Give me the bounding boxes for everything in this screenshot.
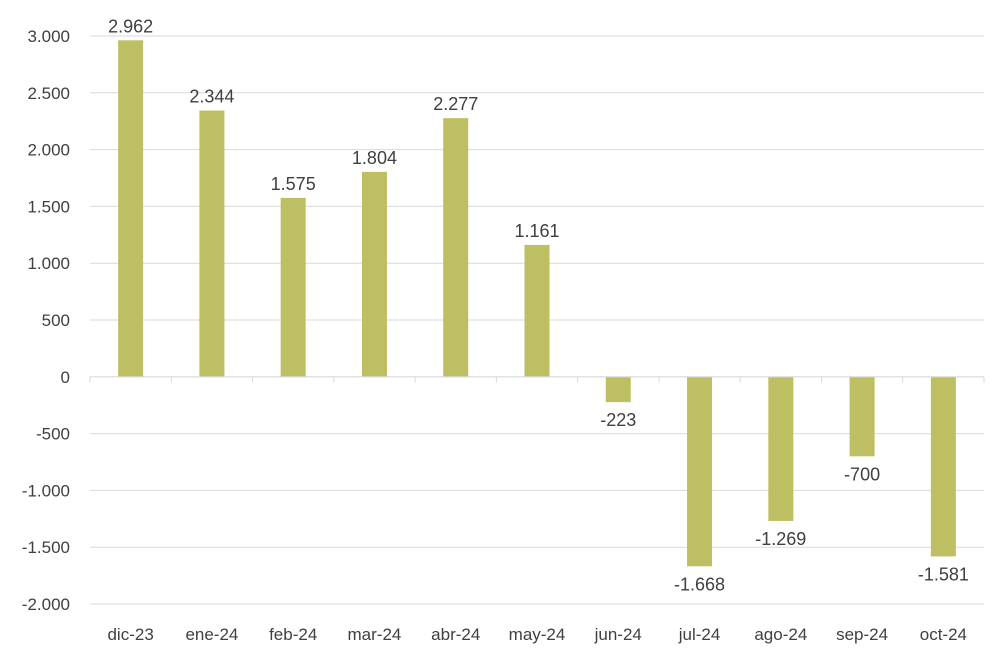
- x-tick-label: oct-24: [920, 625, 967, 644]
- data-label: 1.804: [352, 148, 397, 168]
- data-labels: 2.962 2.344 1.575 1.804 2.277 1.161 -223 -1.668…: [108, 16, 969, 594]
- x-tick-label: ene-24: [185, 625, 238, 644]
- bar: [361, 171, 387, 377]
- x-axis: [89, 376, 985, 383]
- x-axis-tick-labels: dic-23 ene-24 feb-24 mar-24 abr-24 may-24 jun-…: [107, 625, 967, 644]
- bar: [605, 376, 631, 403]
- bars: [118, 40, 956, 567]
- data-label: -1.269: [755, 529, 806, 549]
- bar: [768, 376, 794, 521]
- y-tick-label: -500: [36, 425, 70, 444]
- bar: [280, 197, 306, 377]
- y-tick-label: 500: [42, 311, 70, 330]
- x-tick-label: jun-24: [594, 625, 642, 644]
- x-tick-label: feb-24: [269, 625, 317, 644]
- data-label: 1.575: [271, 174, 316, 194]
- y-tick-label: -1.500: [22, 538, 70, 557]
- x-tick-label: jul-24: [678, 625, 721, 644]
- data-label: -1.668: [674, 574, 725, 594]
- y-tick-label: 2.500: [27, 84, 70, 103]
- data-label: 2.344: [189, 87, 234, 107]
- bar: [849, 376, 875, 457]
- data-label: -223: [600, 410, 636, 430]
- bar: [199, 110, 225, 377]
- y-tick-label: -1.000: [22, 481, 70, 500]
- y-axis-tick-labels: 3.000 2.500 2.000 1.500 1.000 500 0 -500 -1.000 -…: [22, 27, 70, 614]
- y-tick-label: 1.500: [27, 197, 70, 216]
- x-tick-label: abr-24: [431, 625, 480, 644]
- data-label: -700: [844, 464, 880, 484]
- y-tick-label: 1.000: [27, 254, 70, 273]
- y-tick-label: 3.000: [27, 27, 70, 46]
- bar: [524, 244, 550, 377]
- bar: [687, 376, 713, 567]
- data-label: -1.581: [918, 564, 969, 584]
- data-label: 2.277: [433, 94, 478, 114]
- x-tick-label: may-24: [509, 625, 566, 644]
- x-tick-label: sep-24: [836, 625, 888, 644]
- y-tick-label: 0: [61, 368, 70, 387]
- x-tick-label: dic-23: [107, 625, 153, 644]
- bar: [443, 118, 469, 377]
- x-tick-label: mar-24: [348, 625, 402, 644]
- data-label: 2.962: [108, 16, 153, 36]
- y-tick-label: -2.000: [22, 595, 70, 614]
- y-tick-label: 2.000: [27, 141, 70, 160]
- bar: [118, 40, 144, 377]
- x-tick-label: ago-24: [754, 625, 807, 644]
- data-label: 1.161: [514, 221, 559, 241]
- bar: [930, 376, 956, 557]
